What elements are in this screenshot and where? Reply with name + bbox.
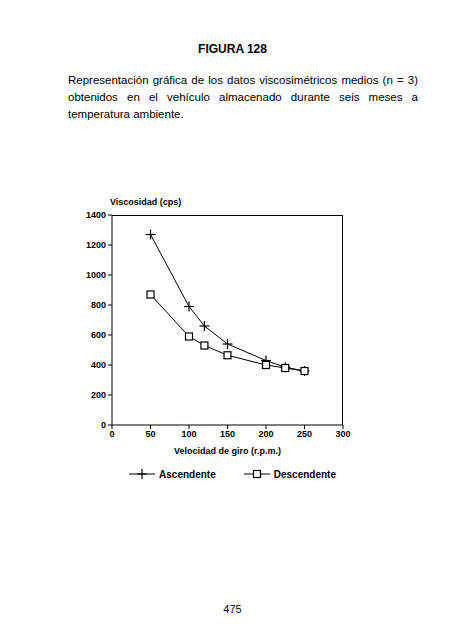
- svg-text:0: 0: [101, 420, 106, 430]
- html-text:Descendente: Descendente: [273, 468, 336, 480]
- svg-text:1200: 1200: [86, 240, 106, 250]
- html-text:Ascendente: Ascendente: [159, 468, 216, 480]
- svg-text:1000: 1000: [86, 270, 106, 280]
- html-text:Representación gráfica de los: Representación gráfica de los datos visc…: [68, 74, 418, 120]
- svg-text:50: 50: [145, 429, 155, 439]
- html-text:Viscosidad (cps): Viscosidad (cps): [110, 197, 182, 207]
- svg-text:1400: 1400: [86, 210, 106, 220]
- svg-text:100: 100: [181, 429, 196, 439]
- svg-text:200: 200: [91, 390, 106, 400]
- svg-text:150: 150: [220, 429, 235, 439]
- svg-text:600: 600: [91, 330, 106, 340]
- html-text:475: 475: [223, 603, 242, 615]
- svg-text:300: 300: [335, 429, 350, 439]
- svg-text:0: 0: [109, 429, 114, 439]
- svg-text:250: 250: [297, 429, 312, 439]
- html-text:FIGURA 128: FIGURA 128: [198, 42, 267, 56]
- html-text:Velocidad de giro (r.p.m.): Velocidad de giro (r.p.m.): [174, 446, 281, 456]
- svg-text:400: 400: [91, 360, 106, 370]
- svg-text:200: 200: [258, 429, 273, 439]
- svg-text:800: 800: [91, 300, 106, 310]
